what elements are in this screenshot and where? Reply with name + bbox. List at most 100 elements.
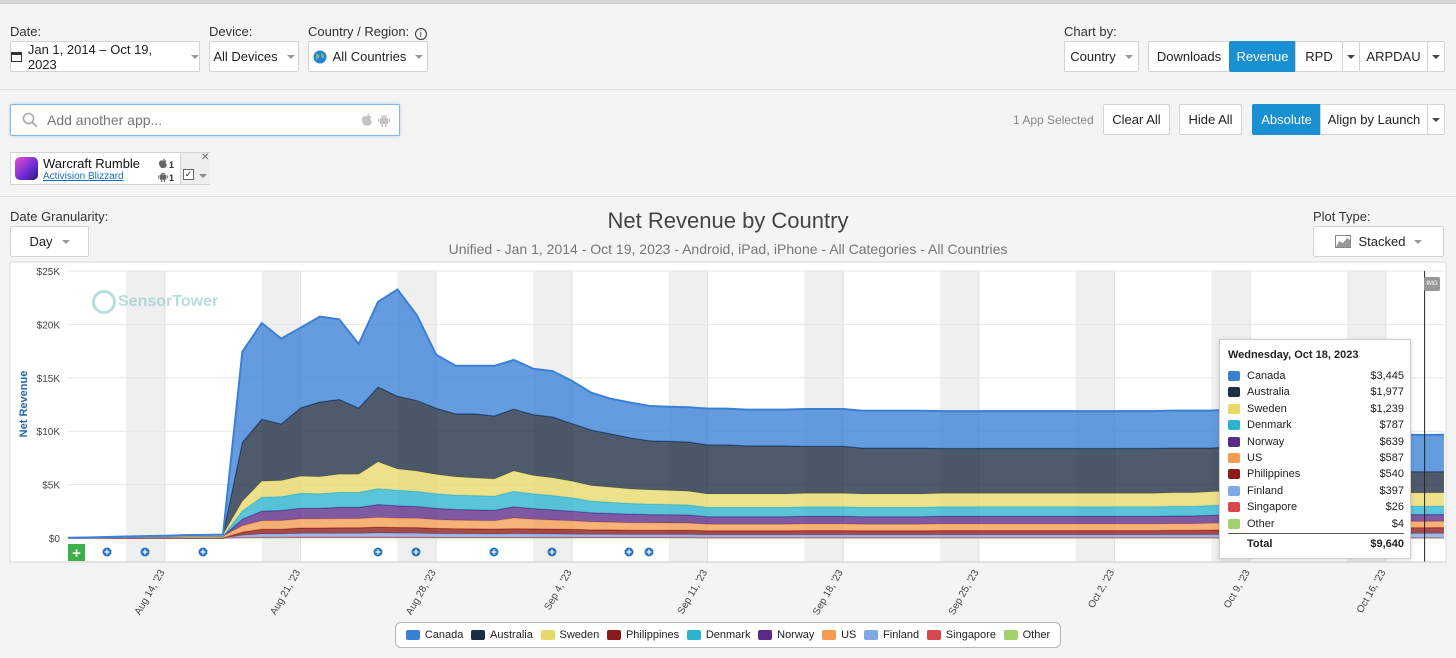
y-tick-label: $20K — [37, 320, 61, 331]
legend-item-norway[interactable]: Norway — [758, 629, 814, 641]
tooltip-row: Sweden $1,239 — [1228, 401, 1404, 417]
tooltip-series-name: Philippines — [1247, 468, 1301, 481]
legend-item-philippines[interactable]: Philippines — [606, 629, 679, 641]
app-publisher-link[interactable]: Activision Blizzard — [43, 171, 124, 182]
tooltip-row: Finland $397 — [1228, 483, 1404, 499]
legend-item-finland[interactable]: Finland — [864, 629, 919, 641]
annotation-marker-icon[interactable] — [198, 547, 208, 557]
tooltip-swatch — [1228, 485, 1240, 496]
legend-item-other[interactable]: Other — [1003, 629, 1050, 641]
tooltip-series-value: $540 — [1379, 468, 1404, 481]
annotation-marker-icon[interactable] — [489, 547, 499, 557]
chevron-down-icon — [415, 54, 424, 59]
date-range-value: Jan 1, 2014 – Oct 19, 2023 — [27, 41, 153, 72]
country-label: Country / Region: i — [308, 24, 427, 40]
metric-arpdau-button[interactable]: ARPDAU — [1359, 41, 1428, 72]
metric-rpd-button[interactable]: RPD — [1295, 41, 1343, 72]
annotation-marker-icon[interactable] — [624, 547, 634, 557]
app-search-box[interactable] — [10, 104, 400, 136]
y-tick-label: $10K — [37, 427, 61, 438]
date-granularity-dropdown[interactable]: Day — [10, 226, 89, 257]
visibility-checkbox[interactable]: ✓ — [183, 169, 194, 180]
tooltip-series-value: $3,445 — [1370, 370, 1404, 382]
export-image-button[interactable]: IMG — [1424, 277, 1440, 291]
legend-item-denmark[interactable]: Denmark — [686, 629, 750, 641]
app-name[interactable]: Warcraft Rumble — [43, 156, 141, 171]
tooltip-series-value: $787 — [1379, 419, 1404, 432]
tooltip-row: Australia $1,977 — [1228, 384, 1404, 400]
align-dropdown[interactable] — [1427, 104, 1445, 135]
legend-item-singapore[interactable]: Singapore — [926, 629, 996, 641]
date-granularity-label: Date Granularity: — [10, 209, 109, 224]
tooltip-series-name: Singapore — [1247, 501, 1298, 514]
tooltip-series-name: US — [1247, 452, 1263, 464]
chevron-down-icon — [1414, 239, 1423, 244]
annotation-plus-icon — [491, 549, 497, 555]
chevron-down-icon — [191, 54, 199, 59]
legend-label: Australia — [490, 629, 533, 641]
annotation-marker-icon[interactable] — [373, 547, 383, 557]
legend-item-australia[interactable]: Australia — [471, 629, 533, 641]
annotation-marker-icon[interactable] — [411, 547, 421, 557]
area-chart-icon — [1334, 235, 1351, 248]
absolute-button[interactable]: Absolute — [1252, 104, 1321, 135]
metric-revenue-button[interactable]: Revenue — [1229, 41, 1296, 72]
x-tick-label: Aug 21, '23 — [268, 568, 303, 617]
legend-swatch — [822, 630, 837, 640]
chart-by-dropdown[interactable]: Country — [1064, 41, 1139, 72]
annotation-marker-icon[interactable] — [644, 547, 654, 557]
legend-swatch — [405, 630, 420, 640]
arpdau-dropdown[interactable] — [1427, 41, 1445, 72]
metric-downloads-button[interactable]: Downloads — [1148, 41, 1230, 72]
country-label-text: Country / Region: — [308, 24, 410, 39]
chevron-down-icon[interactable] — [199, 174, 207, 178]
country-dropdown[interactable]: All Countries — [308, 41, 428, 72]
add-annotation-button[interactable] — [68, 544, 85, 561]
weekend-band — [533, 271, 572, 562]
metric-more-dropdown[interactable] — [1342, 41, 1360, 72]
chart-by-label: Chart by: — [1064, 24, 1117, 39]
tooltip-series-name: Denmark — [1247, 419, 1292, 432]
chart-legend: Canada Australia Sweden Philippines Denmark N… — [395, 622, 1061, 648]
divider — [0, 196, 1456, 197]
legend-item-us[interactable]: US — [822, 629, 856, 641]
hide-all-button[interactable]: Hide All — [1179, 104, 1242, 135]
tooltip-series-name: Australia — [1247, 386, 1290, 399]
plot-type-label: Plot Type: — [1313, 209, 1371, 224]
app-icon[interactable] — [15, 157, 38, 180]
chart-tooltip: Wednesday, Oct 18, 2023 Canada $3,445 Aust… — [1219, 339, 1411, 559]
plot-type-dropdown[interactable]: Stacked — [1313, 226, 1444, 257]
tooltip-swatch — [1228, 403, 1240, 414]
legend-item-sweden[interactable]: Sweden — [540, 629, 599, 641]
tooltip-swatch — [1228, 502, 1240, 513]
app-chip[interactable]: Warcraft Rumble Activision Blizzard 1 1 … — [10, 152, 210, 185]
clear-all-button[interactable]: Clear All — [1103, 104, 1170, 135]
date-range-picker[interactable]: Jan 1, 2014 – Oct 19, 2023 — [10, 41, 200, 72]
apps-selected-count: 1 App Selected — [1013, 113, 1094, 127]
annotation-marker-icon[interactable] — [547, 547, 557, 557]
legend-label: Canada — [424, 629, 464, 641]
close-icon[interactable]: ✕ — [201, 152, 210, 163]
tooltip-date: Wednesday, Oct 18, 2023 — [1228, 349, 1359, 361]
y-tick-label: $0 — [49, 534, 61, 545]
info-icon[interactable]: i — [414, 28, 427, 40]
weekend-band — [940, 271, 979, 562]
y-tick-label: $15K — [37, 374, 61, 385]
align-by-launch-button[interactable]: Align by Launch — [1320, 104, 1428, 135]
legend-swatch — [864, 630, 879, 640]
weekend-band — [668, 271, 708, 562]
legend-item-canada[interactable]: Canada — [405, 629, 464, 641]
y-tick-label: $25K — [37, 267, 61, 278]
device-dropdown[interactable]: All Devices — [209, 41, 299, 72]
app-search-input[interactable] — [47, 111, 347, 129]
annotation-marker-icon[interactable] — [140, 547, 150, 557]
legend-swatch — [606, 630, 621, 640]
x-tick-label: Sep 25, '23 — [947, 568, 982, 617]
annotation-marker-icon[interactable] — [102, 547, 112, 557]
tooltip-series-name: Finland — [1247, 484, 1284, 497]
tooltip-series-name: Sweden — [1247, 402, 1287, 415]
tooltip-row: Singapore $26 — [1228, 499, 1404, 515]
legend-swatch — [540, 630, 555, 640]
y-tick-label: $5K — [42, 481, 60, 492]
